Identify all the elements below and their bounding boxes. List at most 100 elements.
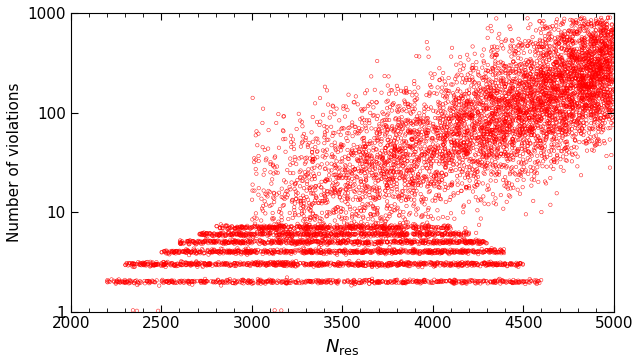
Point bbox=[184, 261, 195, 266]
Point bbox=[580, 51, 590, 57]
Point bbox=[412, 117, 422, 123]
Point bbox=[487, 44, 497, 50]
Point bbox=[582, 69, 592, 75]
Point bbox=[452, 149, 462, 154]
Point bbox=[365, 259, 376, 265]
Point bbox=[534, 39, 545, 44]
Point bbox=[391, 225, 401, 231]
Point bbox=[411, 225, 421, 231]
Point bbox=[444, 116, 454, 122]
Point bbox=[364, 148, 374, 154]
Point bbox=[417, 194, 428, 200]
Point bbox=[438, 240, 448, 246]
Point bbox=[574, 119, 584, 125]
Point bbox=[575, 79, 586, 85]
Point bbox=[554, 40, 564, 46]
Point bbox=[273, 229, 283, 235]
Point bbox=[411, 207, 421, 213]
Point bbox=[536, 109, 547, 115]
Point bbox=[595, 24, 605, 29]
Point bbox=[562, 139, 572, 145]
Point bbox=[120, 262, 131, 268]
Point bbox=[383, 158, 394, 163]
Point bbox=[348, 164, 358, 170]
Point bbox=[227, 240, 237, 245]
Point bbox=[418, 260, 428, 266]
Point bbox=[573, 89, 584, 95]
Point bbox=[474, 111, 484, 117]
Point bbox=[586, 98, 596, 103]
Point bbox=[433, 146, 444, 151]
Point bbox=[437, 233, 447, 239]
Point bbox=[257, 223, 267, 229]
Point bbox=[441, 172, 451, 178]
Point bbox=[278, 263, 289, 269]
Point bbox=[600, 92, 610, 98]
Point bbox=[332, 225, 342, 230]
Point bbox=[253, 247, 263, 253]
Point bbox=[507, 91, 517, 97]
Point bbox=[573, 121, 583, 127]
Point bbox=[304, 222, 314, 228]
Point bbox=[534, 41, 545, 47]
Point bbox=[454, 240, 464, 246]
Point bbox=[344, 232, 354, 238]
Point bbox=[500, 123, 511, 128]
Point bbox=[525, 278, 536, 284]
Point bbox=[483, 88, 493, 94]
Point bbox=[381, 262, 392, 268]
Point bbox=[554, 27, 564, 33]
Point bbox=[417, 224, 427, 230]
Point bbox=[451, 248, 461, 254]
Point bbox=[601, 45, 611, 51]
Point bbox=[390, 147, 401, 153]
Point bbox=[458, 250, 468, 256]
Point bbox=[245, 263, 255, 269]
Point bbox=[578, 74, 588, 79]
Point bbox=[150, 262, 161, 268]
Point bbox=[605, 108, 615, 114]
Point bbox=[126, 278, 136, 284]
Point bbox=[488, 68, 498, 74]
Point bbox=[198, 264, 208, 270]
Point bbox=[587, 36, 597, 41]
Point bbox=[479, 91, 490, 96]
Point bbox=[586, 111, 596, 117]
Point bbox=[323, 199, 333, 205]
Point bbox=[533, 179, 543, 185]
Point bbox=[347, 226, 357, 232]
Point bbox=[492, 262, 502, 268]
Point bbox=[474, 142, 484, 148]
Point bbox=[380, 188, 390, 194]
Point bbox=[190, 248, 200, 254]
Point bbox=[413, 171, 424, 177]
Point bbox=[222, 249, 232, 255]
Point bbox=[373, 246, 383, 252]
Point bbox=[429, 127, 440, 132]
Point bbox=[535, 103, 545, 108]
Point bbox=[387, 123, 397, 129]
Point bbox=[590, 63, 600, 69]
Point bbox=[542, 107, 552, 112]
Point bbox=[543, 66, 553, 72]
Point bbox=[293, 231, 303, 237]
Point bbox=[330, 154, 340, 160]
Point bbox=[349, 99, 360, 105]
Point bbox=[559, 47, 569, 52]
Point bbox=[515, 191, 525, 197]
Point bbox=[516, 80, 527, 86]
Point bbox=[262, 279, 273, 285]
Point bbox=[541, 41, 551, 47]
Point bbox=[377, 118, 387, 124]
Point bbox=[564, 36, 575, 42]
Point bbox=[241, 261, 252, 267]
Point bbox=[443, 149, 453, 155]
Point bbox=[497, 123, 507, 128]
Point bbox=[508, 115, 518, 121]
Point bbox=[311, 193, 321, 199]
Point bbox=[498, 249, 508, 255]
Point bbox=[459, 132, 469, 138]
Point bbox=[426, 161, 436, 166]
Point bbox=[520, 130, 531, 135]
Point bbox=[122, 260, 132, 266]
